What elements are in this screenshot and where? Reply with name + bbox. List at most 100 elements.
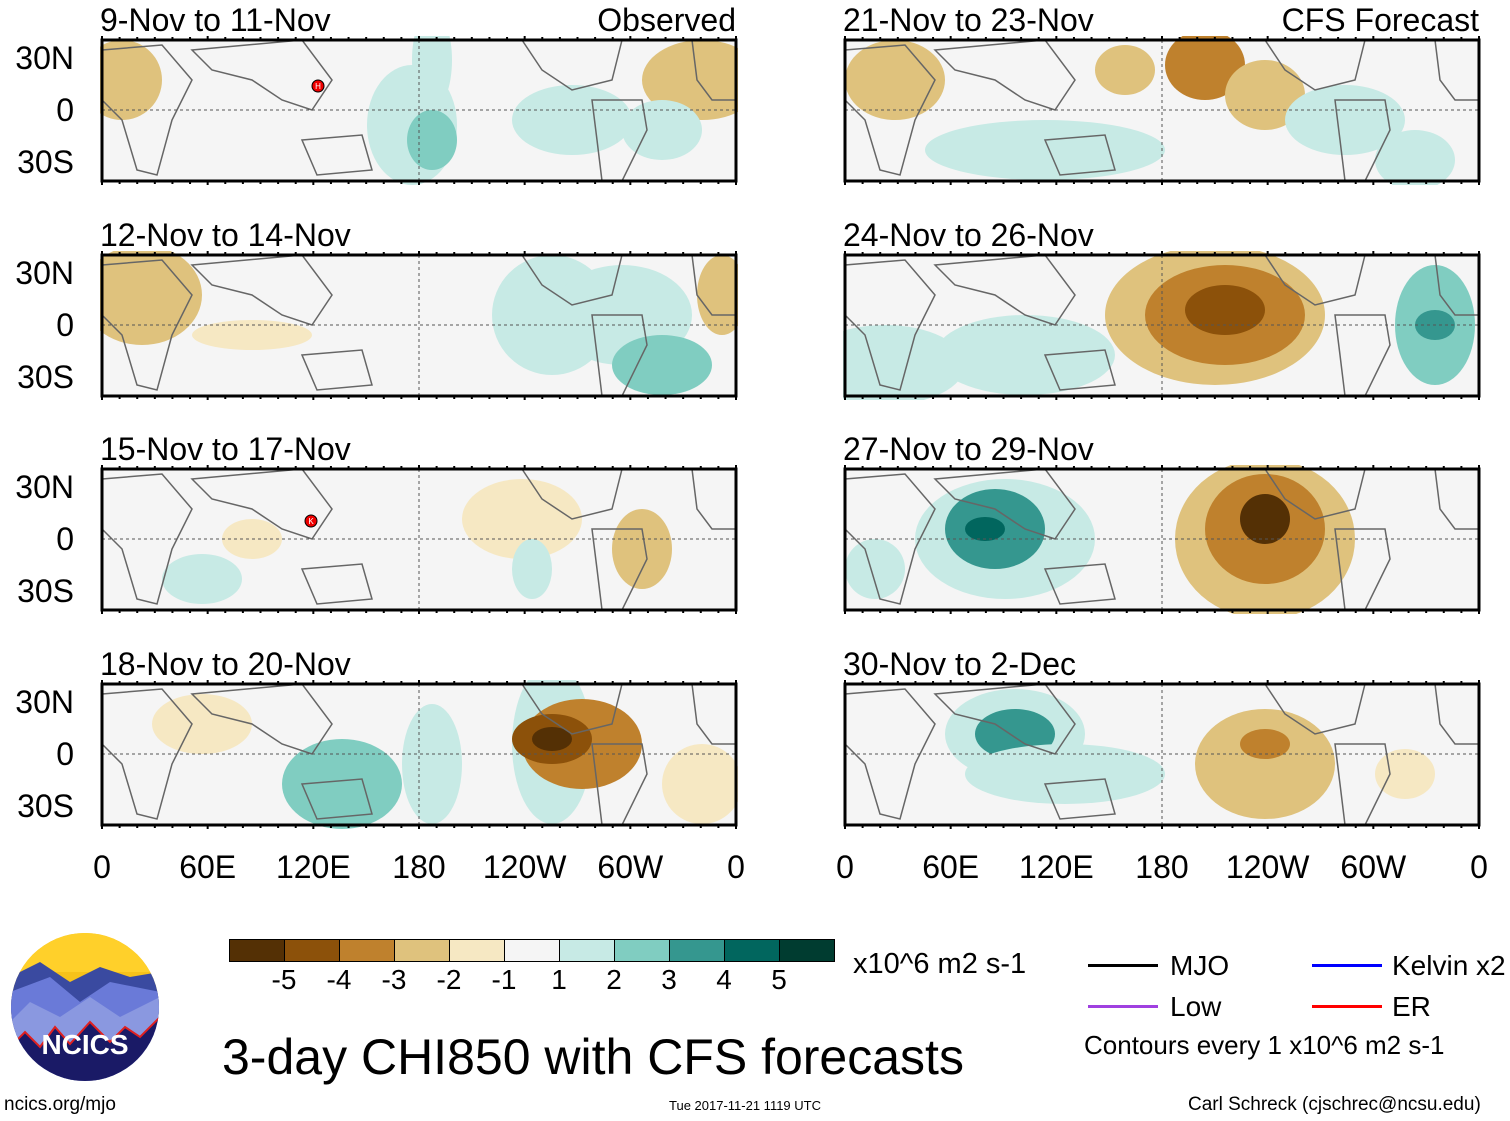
legend-mjo-line (1088, 964, 1158, 967)
coastline (844, 259, 936, 391)
colorbar-label: 2 (606, 964, 622, 995)
anomaly-shading (1375, 130, 1455, 185)
panel-title: 18-Nov to 20-Nov (100, 646, 351, 682)
lat-tick-label: 0 (56, 307, 74, 343)
author: Carl Schreck (cjschrec@ncsu.edu) (1188, 1094, 1481, 1115)
anomaly-shading (622, 100, 702, 160)
colorbar-swatch (450, 940, 505, 961)
legend-low: Low (1170, 991, 1222, 1022)
coastline (1043, 563, 1116, 605)
coastline (101, 44, 193, 176)
panel-title: 24-Nov to 26-Nov (843, 217, 1094, 253)
coastline (933, 39, 1076, 111)
map-panel: H (100, 36, 738, 185)
colorbar (229, 939, 835, 962)
timestamp: Tue 2017-11-21 1119 UTC (669, 1098, 821, 1113)
anomaly-shading (407, 110, 457, 170)
source-url[interactable]: ncics.org/mjo (4, 1094, 116, 1115)
coastline (844, 473, 936, 605)
lat-tick-label: 0 (56, 92, 74, 128)
anomaly-shading (162, 554, 242, 604)
legend-mjo: MJO (1170, 950, 1230, 981)
colorbar-swatch (395, 940, 450, 961)
map-panel (843, 36, 1481, 185)
colorbar-label: 5 (771, 964, 787, 995)
colorbar-swatch (340, 940, 395, 961)
anomaly-shading (612, 509, 672, 589)
lon-tick-label: 0 (1470, 849, 1488, 885)
panel-title: 9-Nov to 11-Nov (100, 2, 331, 38)
anomaly-shading (965, 744, 1165, 804)
coastline (933, 468, 1076, 540)
coastline (101, 688, 193, 820)
colorbar-label: -4 (326, 964, 352, 995)
units-label: x10^6 m2 s-1 (853, 948, 1027, 980)
storm-label: K (308, 517, 314, 526)
anomaly-shading (1165, 36, 1245, 100)
anomaly-shading (402, 704, 462, 824)
colorbar-swatch (670, 940, 725, 961)
map-panel (843, 465, 1481, 614)
coastline (933, 683, 1076, 755)
anomaly-shading (612, 335, 712, 395)
anomaly-shading (532, 727, 572, 751)
coastline (190, 683, 333, 755)
lon-tick-label: 180 (392, 849, 446, 885)
tropical-cyclone-icon (311, 79, 325, 93)
panel-title: 27-Nov to 29-Nov (843, 431, 1094, 467)
legend-er: ER (1392, 991, 1431, 1022)
anomaly-shading (1240, 729, 1290, 759)
lat-tick-label: 30S (17, 144, 74, 180)
coastline (1043, 134, 1116, 176)
colorbar-swatch (505, 940, 560, 961)
contour-note: Contours every 1 x10^6 m2 s-1 (1084, 1030, 1445, 1060)
anomaly-shading (662, 744, 738, 824)
lat-tick-label: 30N (15, 40, 74, 76)
coastline (844, 688, 936, 820)
anomaly-shading (1225, 60, 1305, 130)
lat-tick-label: 30S (17, 788, 74, 824)
colorbar-swatch (615, 940, 670, 961)
anomaly-shading (845, 539, 905, 599)
lat-tick-label: 0 (56, 736, 74, 772)
anomaly-shading (1185, 285, 1265, 335)
lon-tick-label: 0 (93, 849, 111, 885)
coastline (190, 39, 333, 111)
lat-tick-label: 30S (17, 359, 74, 395)
anomaly-shading (1240, 494, 1290, 544)
lon-tick-label: 60W (1340, 849, 1407, 885)
legend-kelvin: Kelvin x2 (1392, 950, 1506, 981)
lat-tick-label: 30N (15, 469, 74, 505)
colorbar-label: 3 (661, 964, 677, 995)
anomaly-shading (845, 40, 945, 120)
anomaly-shading (412, 36, 452, 110)
map-panel (100, 251, 738, 400)
coastline (101, 473, 193, 605)
colorbar-label: -3 (381, 964, 407, 995)
anomaly-shading (152, 694, 252, 754)
lon-tick-label: 120W (482, 849, 567, 885)
coastline (1043, 778, 1116, 820)
coastline (300, 563, 373, 605)
forecast-label: CFS Forecast (1281, 2, 1479, 38)
anomaly-shading (192, 320, 312, 350)
anomaly-shading (843, 325, 965, 400)
lat-tick-label: 30N (15, 684, 74, 720)
anomaly-shading (965, 517, 1005, 541)
map-panel (843, 680, 1481, 829)
lat-tick-label: 0 (56, 521, 74, 557)
lon-tick-label: 120W (1225, 849, 1310, 885)
coastline (300, 134, 373, 176)
anomaly-shading (1095, 45, 1155, 95)
coastline (844, 44, 936, 176)
coastline (300, 349, 373, 391)
anomaly-shading (935, 315, 1115, 395)
anomaly-shading (1195, 709, 1335, 819)
logo-text: NCICS (41, 1029, 128, 1060)
tropical-cyclone-icon (304, 514, 318, 528)
panel-title: 21-Nov to 23-Nov (843, 2, 1094, 38)
coastline (190, 468, 333, 540)
legend-low-line (1088, 1005, 1158, 1008)
lon-tick-label: 0 (836, 849, 854, 885)
